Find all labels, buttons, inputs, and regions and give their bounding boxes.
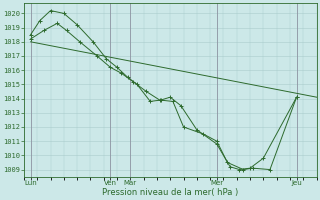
X-axis label: Pression niveau de la mer( hPa ): Pression niveau de la mer( hPa ) (102, 188, 238, 197)
